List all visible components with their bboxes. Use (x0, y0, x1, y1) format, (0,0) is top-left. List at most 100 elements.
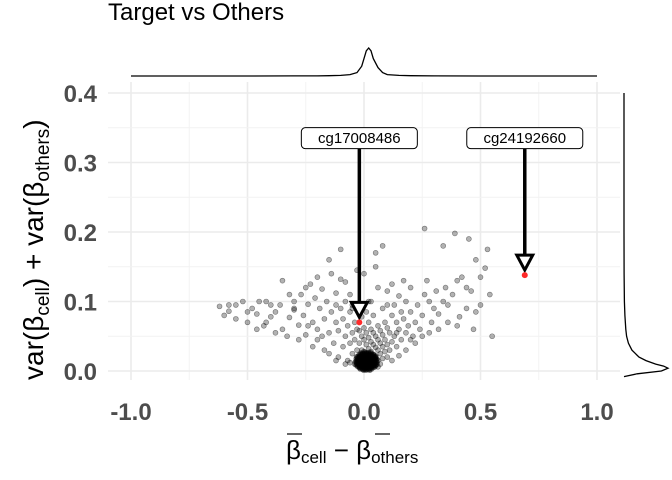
y-marginal-density (623, 93, 670, 378)
data-point (254, 311, 260, 317)
data-point (405, 323, 412, 329)
data-point (473, 309, 479, 315)
y-tick-label: 0.4 (64, 81, 98, 108)
data-point (347, 291, 353, 298)
data-point (335, 354, 342, 360)
data-point (424, 277, 430, 284)
data-point (356, 340, 363, 347)
data-point (468, 288, 474, 294)
data-point (321, 347, 328, 353)
data-point (379, 243, 386, 249)
data-point (312, 295, 318, 301)
scatter-points (216, 225, 495, 373)
data-point (391, 333, 398, 340)
y-tick-label: 0.1 (64, 290, 97, 317)
data-point (314, 274, 321, 280)
data-point (361, 325, 367, 331)
data-point (473, 256, 479, 263)
x-label-beta-1: β (286, 435, 301, 465)
data-point (342, 279, 349, 285)
data-point (435, 326, 442, 333)
data-point (466, 236, 472, 242)
data-point (333, 319, 339, 326)
y-label-part-2: ) + var(β (18, 182, 49, 288)
data-point (330, 340, 337, 347)
data-point (249, 305, 255, 312)
data-point (256, 298, 262, 305)
data-point (277, 302, 283, 308)
data-point (298, 291, 304, 298)
data-point (419, 333, 426, 340)
data-point (374, 361, 380, 367)
data-point (358, 350, 364, 356)
annotations: cg17008486 cg24192660 (300, 127, 584, 326)
data-point (389, 357, 395, 364)
data-point (337, 276, 344, 283)
data-point (363, 329, 370, 336)
x-label-sub-others: others (371, 448, 418, 467)
highlighted-point (356, 319, 363, 326)
data-point (244, 319, 251, 326)
data-point (286, 314, 293, 321)
data-point (363, 341, 370, 348)
data-point (398, 309, 405, 315)
data-point (347, 359, 353, 366)
data-point (333, 302, 339, 308)
data-point (393, 319, 400, 326)
data-point (309, 319, 316, 326)
data-point (370, 341, 377, 348)
data-point (403, 347, 409, 353)
data-point (433, 288, 440, 294)
data-point (396, 326, 402, 333)
data-point (340, 316, 346, 322)
data-point (428, 319, 435, 326)
data-point (382, 319, 388, 326)
data-point (417, 326, 423, 333)
x-label-minus: − (326, 435, 356, 465)
data-point (470, 326, 477, 333)
data-point (361, 270, 367, 277)
data-point (353, 354, 360, 360)
data-point (379, 343, 386, 350)
data-point (389, 312, 395, 319)
data-point (440, 298, 447, 305)
data-point (360, 367, 367, 373)
data-point (314, 326, 321, 333)
x-label-sub-cell: cell (301, 448, 327, 467)
data-point (449, 291, 456, 298)
data-point (279, 277, 286, 284)
data-point (386, 329, 393, 336)
data-point (295, 322, 302, 328)
data-point (342, 361, 349, 367)
x-label-beta-2: β (356, 435, 371, 465)
data-point (396, 352, 402, 359)
data-point (391, 302, 398, 308)
data-point (372, 263, 379, 270)
data-point (384, 325, 391, 331)
highlighted-point (521, 272, 528, 279)
data-point (379, 332, 386, 338)
data-point (328, 309, 335, 315)
data-point (323, 298, 330, 305)
data-point (410, 333, 416, 340)
data-point (426, 329, 433, 336)
data-point (463, 305, 470, 312)
data-point (386, 347, 393, 353)
data-point (316, 305, 323, 312)
data-point (353, 362, 359, 368)
data-point (370, 312, 377, 319)
data-point (305, 301, 311, 308)
data-point (393, 329, 400, 336)
data-point (442, 284, 449, 291)
annotation-arrow-head (348, 300, 370, 321)
svg-text:βcell − βothers: βcell − βothers (286, 435, 418, 467)
annotation-label: cg24192660 (483, 130, 566, 147)
data-point (337, 246, 344, 253)
data-point (300, 312, 307, 319)
data-point (284, 333, 290, 340)
data-point (377, 340, 384, 347)
data-point (347, 309, 353, 315)
data-point (389, 339, 395, 345)
data-point (459, 274, 465, 280)
data-point (463, 284, 470, 291)
